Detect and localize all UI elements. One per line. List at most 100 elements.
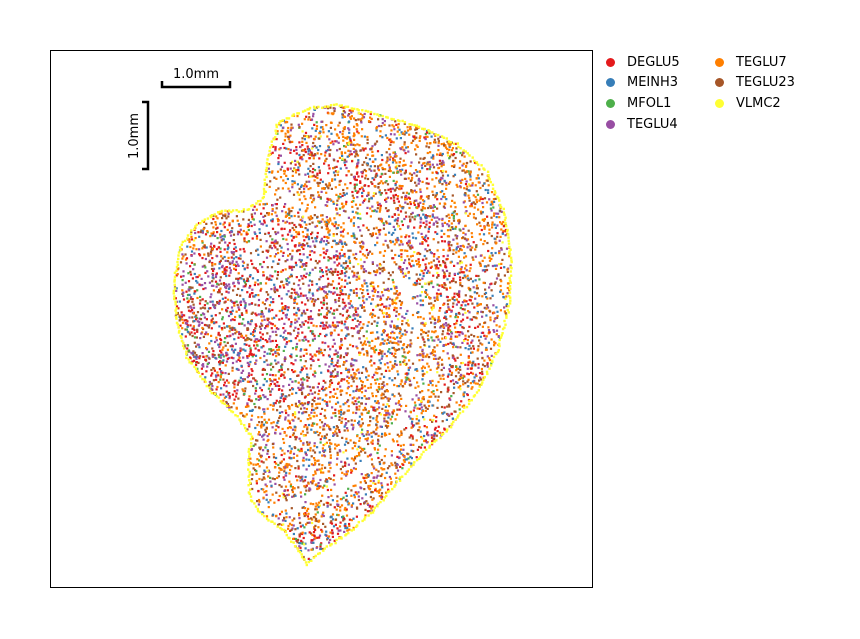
point-deglu5 [435, 416, 438, 419]
point-teglu7 [447, 213, 450, 216]
point-teglu4 [319, 275, 322, 279]
point-teglu23 [481, 311, 484, 314]
point-deglu5 [349, 182, 352, 185]
point-teglu7 [434, 267, 437, 270]
point-meinh3 [193, 292, 196, 295]
point-teglu7 [421, 180, 424, 183]
point-vlmc2 [318, 504, 321, 507]
point-teglu7 [271, 317, 274, 320]
point-deglu5 [254, 267, 257, 270]
point-teglu7 [358, 408, 361, 411]
point-teglu4 [398, 403, 401, 406]
point-deglu5 [405, 427, 408, 430]
point-teglu7 [391, 367, 394, 370]
point-teglu4 [227, 212, 230, 215]
point-teglu4 [205, 348, 209, 351]
point-deglu5 [250, 224, 253, 228]
point-meinh3 [186, 245, 189, 248]
point-teglu23 [314, 508, 317, 511]
point-mfol1 [181, 279, 184, 282]
point-deglu5 [260, 460, 263, 463]
point-teglu23 [203, 226, 206, 229]
point-teglu7 [364, 514, 367, 517]
point-teglu4 [396, 217, 400, 220]
point-mfol1 [343, 145, 346, 148]
point-vlmc2 [498, 263, 501, 266]
point-deglu5 [427, 230, 430, 233]
point-deglu5 [271, 275, 274, 278]
point-deglu5 [316, 231, 319, 235]
point-meinh3 [471, 280, 475, 283]
point-teglu23 [499, 210, 502, 213]
point-teglu7 [389, 360, 392, 364]
point-teglu7 [417, 262, 420, 265]
point-teglu23 [250, 400, 253, 403]
point-teglu4 [302, 442, 305, 445]
point-teglu23 [276, 273, 279, 277]
point-teglu7 [271, 493, 274, 496]
point-mfol1 [332, 312, 335, 315]
point-teglu7 [212, 231, 215, 234]
point-teglu4 [321, 385, 325, 388]
point-teglu23 [188, 333, 192, 336]
point-teglu7 [446, 151, 449, 154]
point-mfol1 [455, 365, 458, 368]
point-meinh3 [257, 253, 260, 256]
point-deglu5 [392, 157, 395, 160]
point-deglu5 [391, 352, 394, 355]
point-deglu5 [334, 375, 337, 378]
point-teglu7 [364, 474, 367, 477]
point-teglu23 [326, 538, 329, 541]
point-teglu23 [471, 302, 474, 305]
point-teglu23 [338, 429, 341, 432]
point-teglu7 [338, 183, 341, 186]
point-deglu5 [313, 534, 316, 537]
point-teglu4 [318, 347, 321, 350]
point-teglu4 [326, 200, 329, 204]
point-teglu23 [472, 345, 475, 348]
point-vlmc2 [298, 404, 301, 407]
point-meinh3 [291, 180, 294, 183]
point-teglu7 [372, 285, 375, 288]
point-teglu7 [240, 412, 243, 415]
point-teglu23 [199, 299, 202, 302]
point-teglu7 [466, 274, 469, 277]
point-teglu7 [342, 235, 345, 238]
point-teglu4 [481, 315, 484, 318]
point-teglu4 [299, 294, 302, 298]
point-meinh3 [327, 268, 330, 271]
point-deglu5 [438, 153, 441, 156]
point-meinh3 [444, 311, 447, 314]
point-teglu7 [275, 189, 278, 192]
point-teglu23 [378, 267, 381, 270]
point-meinh3 [443, 411, 446, 414]
point-meinh3 [324, 533, 327, 536]
point-teglu7 [337, 197, 340, 200]
point-teglu23 [192, 350, 195, 353]
point-teglu4 [285, 220, 289, 223]
point-teglu7 [317, 220, 320, 223]
point-teglu4 [338, 240, 341, 243]
point-teglu23 [317, 434, 320, 437]
point-teglu23 [493, 282, 496, 285]
point-teglu7 [371, 252, 374, 255]
point-teglu7 [205, 355, 208, 358]
point-teglu7 [408, 461, 411, 464]
point-teglu7 [371, 154, 374, 157]
point-deglu5 [424, 440, 427, 443]
point-teglu7 [381, 166, 384, 170]
point-teglu7 [196, 296, 199, 300]
point-deglu5 [392, 199, 396, 202]
point-mfol1 [242, 318, 245, 321]
point-meinh3 [242, 379, 245, 382]
point-teglu23 [310, 154, 313, 157]
point-teglu7 [417, 422, 420, 425]
point-deglu5 [280, 302, 284, 305]
point-teglu4 [356, 325, 359, 328]
point-teglu7 [221, 308, 224, 311]
point-teglu7 [452, 346, 455, 349]
point-meinh3 [435, 192, 438, 195]
point-teglu23 [331, 375, 334, 378]
point-deglu5 [246, 403, 249, 406]
point-teglu7 [216, 385, 219, 389]
